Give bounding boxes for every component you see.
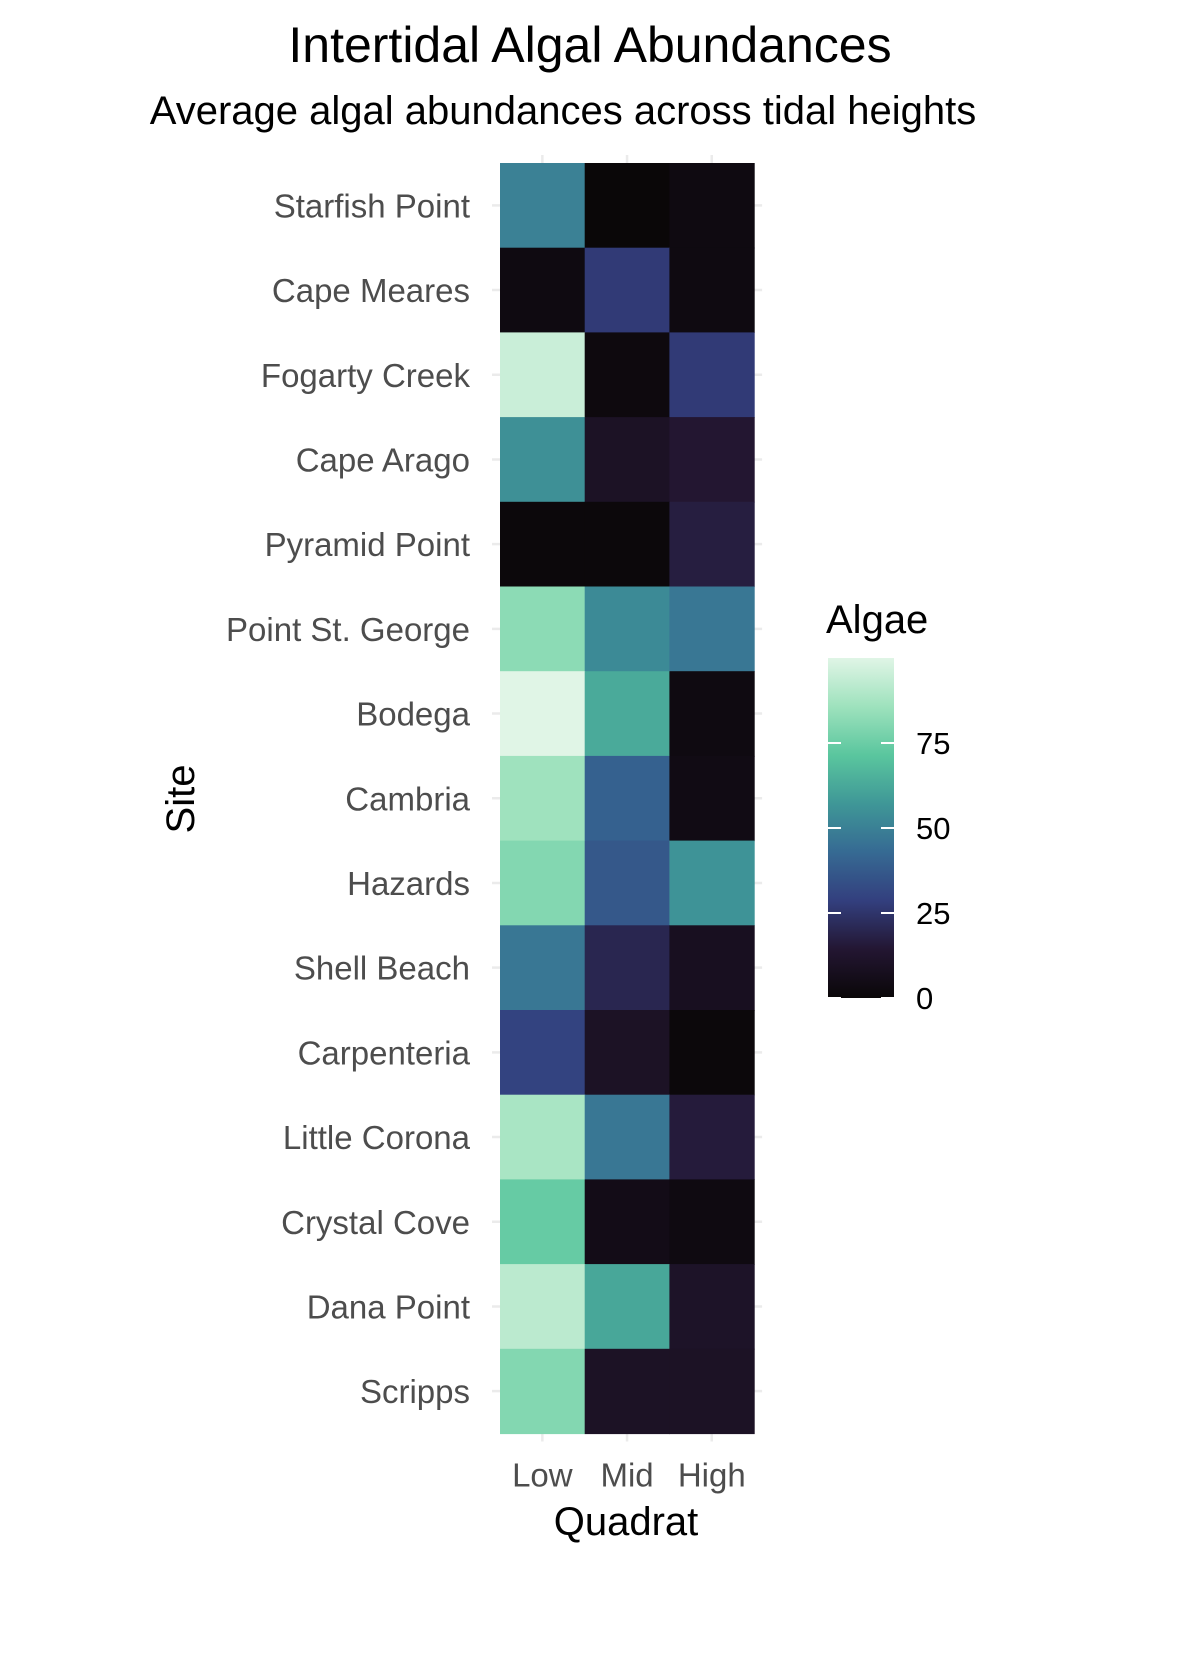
x-tick-label: Low — [512, 1457, 573, 1494]
heatmap-cell — [584, 332, 670, 418]
heatmap-cell — [669, 1010, 755, 1096]
heatmap-cell — [584, 1010, 670, 1096]
heatmap-cell — [500, 840, 586, 926]
y-tick-label: Little Corona — [283, 1119, 471, 1156]
heatmap-cell — [669, 925, 755, 1011]
heatmap-cell — [669, 332, 755, 418]
y-tick-label: Pyramid Point — [265, 526, 470, 563]
heatmap-cell — [584, 925, 670, 1011]
heatmap-cell — [500, 1264, 586, 1350]
heatmap-cell — [500, 501, 586, 588]
legend-tick-label: 0 — [916, 981, 933, 1016]
y-tick-label: Scripps — [360, 1373, 470, 1410]
heatmap-cell — [669, 1094, 755, 1180]
heatmap-cell — [500, 247, 586, 333]
y-tick-label: Bodega — [356, 696, 470, 733]
heatmap-cell — [584, 755, 670, 842]
heatmap-cell — [669, 501, 755, 588]
legend-ticks: 0 25 50 75 — [828, 726, 950, 1016]
y-tick-label: Cambria — [345, 780, 470, 817]
heatmap-cell — [500, 1010, 586, 1096]
heatmap-cell — [584, 840, 670, 926]
heatmap-cell — [584, 1348, 670, 1435]
color-legend: Algae 0 25 50 75 — [826, 598, 950, 1016]
heatmap-cell — [584, 417, 670, 503]
y-tick-label: Fogarty Creek — [261, 357, 471, 394]
legend-title: Algae — [826, 598, 928, 642]
heatmap-cell — [669, 1179, 755, 1265]
heatmap-cell — [669, 671, 755, 757]
heatmap-cell — [584, 671, 670, 757]
heatmap-cell — [500, 586, 586, 672]
y-tick-label: Carpenteria — [298, 1034, 471, 1071]
chart-subtitle: Average algal abundances across tidal he… — [150, 89, 976, 133]
heatmap-cell — [669, 1348, 755, 1435]
heatmap-cell — [500, 925, 586, 1011]
y-tick-label: Dana Point — [307, 1288, 470, 1325]
y-tick-label: Shell Beach — [294, 950, 470, 987]
heatmap-cell — [584, 1094, 670, 1180]
heatmap-cell — [669, 417, 755, 503]
heatmap-cell — [584, 586, 670, 672]
heatmap-cell — [584, 247, 670, 333]
y-tick-label: Cape Meares — [272, 272, 470, 309]
heatmap-cell — [500, 1348, 586, 1435]
heatmap-cell — [584, 501, 670, 588]
heatmap-cell — [584, 1179, 670, 1265]
legend-tick-label: 50 — [916, 811, 950, 846]
heatmap-cell — [500, 755, 586, 842]
heatmap-cell — [584, 1264, 670, 1350]
x-axis-title: Quadrat — [554, 1500, 699, 1544]
heatmap-cell — [669, 1264, 755, 1350]
y-tick-label: Crystal Cove — [281, 1204, 470, 1241]
heatmap-cell — [500, 163, 586, 249]
heatmap-cell — [500, 1179, 586, 1265]
y-tick-labels: Starfish Point Cape Meares Fogarty Creek Ca… — [226, 187, 471, 1410]
x-tick-labels: Low Mid High — [512, 1457, 746, 1494]
heatmap-cell — [584, 163, 670, 249]
x-tick-label: High — [678, 1457, 746, 1494]
y-tick-label: Hazards — [347, 865, 470, 902]
y-tick-label: Point St. George — [226, 611, 470, 648]
x-tick-label: Mid — [600, 1457, 653, 1494]
heatmap-cell — [669, 586, 755, 672]
heatmap-cell — [500, 671, 586, 757]
heatmap-cell — [669, 755, 755, 842]
y-tick-label: Starfish Point — [274, 187, 470, 224]
legend-tick-label: 75 — [916, 726, 950, 761]
y-tick-label: Cape Arago — [296, 441, 470, 478]
heatmap-cell — [669, 247, 755, 333]
legend-tick-label: 25 — [916, 896, 950, 931]
heatmap-cell — [669, 840, 755, 926]
heatmap-cell — [500, 1094, 586, 1180]
heatmap-cell — [669, 163, 755, 249]
heatmap-cells — [500, 163, 755, 1435]
y-axis-title: Site — [159, 765, 203, 834]
heatmap-cell — [500, 417, 586, 503]
heatmap-cell — [500, 332, 586, 418]
chart-title: Intertidal Algal Abundances — [288, 17, 891, 73]
